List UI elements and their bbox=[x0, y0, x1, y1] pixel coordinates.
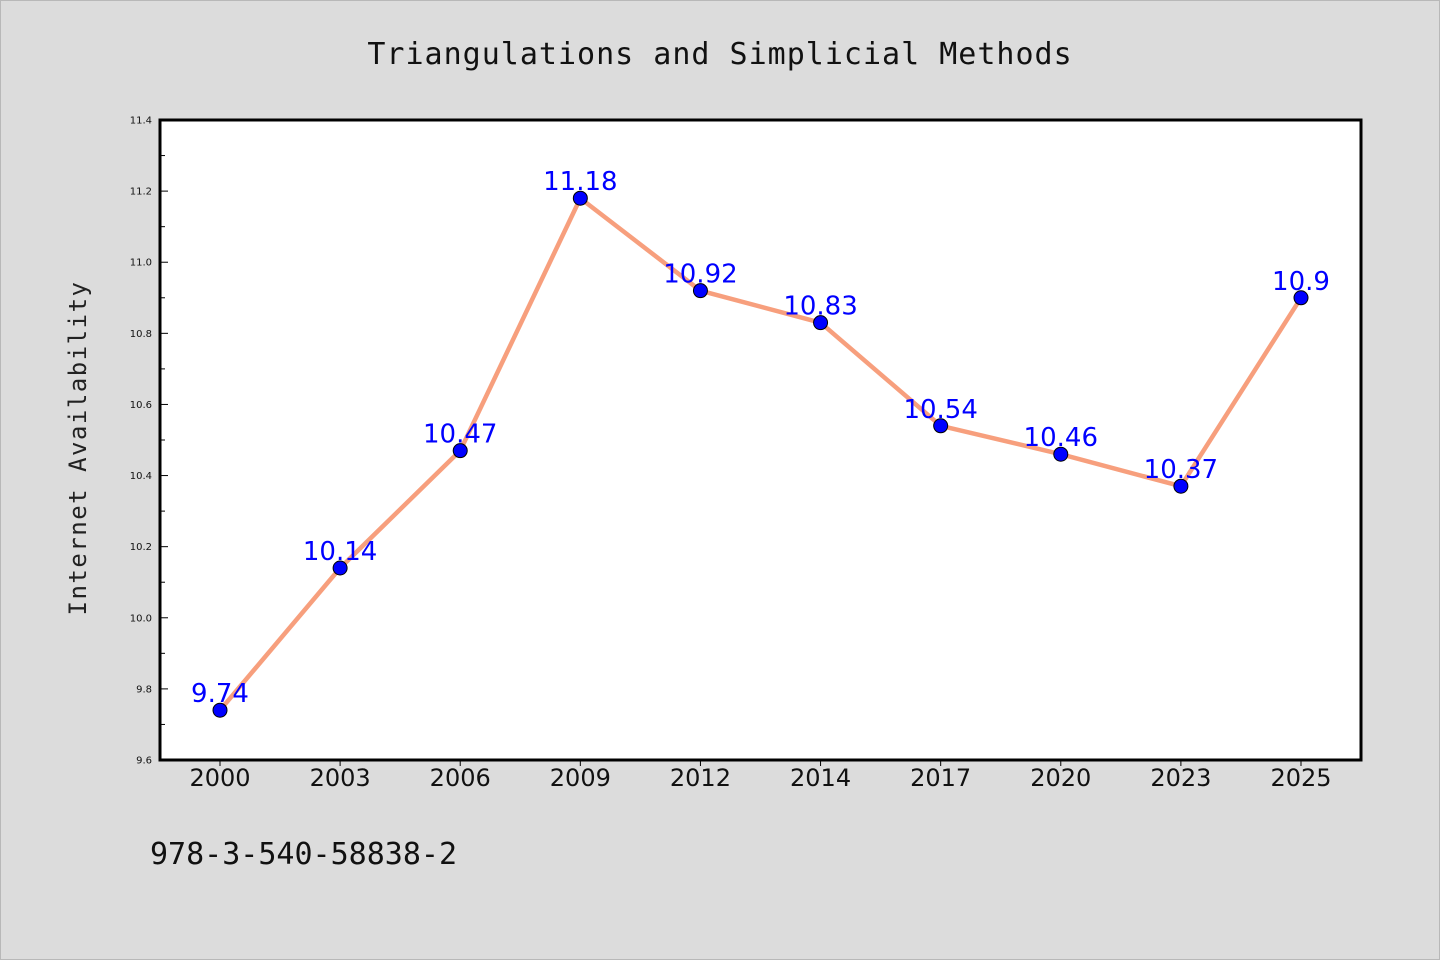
data-point-label: 11.18 bbox=[543, 167, 617, 197]
series-line bbox=[217, 195, 1304, 713]
x-tick-label: 2009 bbox=[550, 764, 611, 792]
data-point-marker bbox=[813, 315, 829, 331]
x-tick-label: 2003 bbox=[310, 764, 371, 792]
x-axis: 2000 2003 2006 2009 2012 2014 2017 2020 2023 2025 bbox=[189, 760, 1332, 792]
data-point-label: 10.83 bbox=[783, 292, 857, 322]
y-axis-label: Internet Availability bbox=[64, 281, 92, 616]
data-point-label: 10.37 bbox=[1144, 455, 1218, 485]
data-point-label: 10.47 bbox=[423, 420, 497, 450]
data-point-label: 9.74 bbox=[191, 679, 249, 709]
x-tick-label: 2017 bbox=[910, 764, 971, 792]
x-tick-label: 2023 bbox=[1150, 764, 1211, 792]
y-tick-label: 10.4 bbox=[130, 471, 152, 482]
data-point-label: 10.54 bbox=[903, 395, 977, 425]
x-tick-label: 2025 bbox=[1270, 764, 1331, 792]
data-labels-group: 9.74 10.14 10.47 11.18 10.92 10.83 10.54 10.46 1… bbox=[191, 167, 1330, 709]
data-point-label: 10.92 bbox=[663, 260, 737, 290]
y-tick-label: 11.2 bbox=[130, 187, 152, 198]
series-line-group bbox=[217, 195, 1304, 713]
y-tick-label: 10.0 bbox=[130, 613, 152, 624]
data-point-marker bbox=[692, 283, 708, 299]
x-tick-label: 2014 bbox=[790, 764, 851, 792]
data-point-label: 10.14 bbox=[303, 537, 377, 567]
data-point-marker bbox=[452, 443, 468, 459]
y-tick-label: 11.4 bbox=[130, 116, 152, 127]
y-tick-label: 9.6 bbox=[136, 756, 152, 767]
plot-border bbox=[158, 118, 1363, 762]
data-point-marker bbox=[933, 418, 949, 434]
chart-title: Triangulations and Simplicial Methods bbox=[367, 37, 1072, 72]
x-tick-label: 2020 bbox=[1030, 764, 1091, 792]
y-tick-label: 10.2 bbox=[130, 542, 152, 553]
data-point-marker bbox=[1173, 478, 1189, 494]
y-tick-label: 10.8 bbox=[130, 329, 152, 340]
x-tick-label: 2000 bbox=[189, 764, 250, 792]
y-tick-label: 11.0 bbox=[130, 258, 152, 269]
plot-area bbox=[160, 120, 1361, 760]
series-markers-group bbox=[212, 190, 1309, 718]
data-point-marker bbox=[572, 190, 588, 206]
data-point-label: 10.9 bbox=[1272, 267, 1330, 297]
data-point-marker bbox=[332, 560, 348, 576]
data-point-marker bbox=[1053, 446, 1069, 462]
x-tick-label: 2012 bbox=[670, 764, 731, 792]
x-tick-label: 2006 bbox=[430, 764, 491, 792]
data-point-label: 10.46 bbox=[1024, 423, 1098, 453]
y-tick-label: 9.8 bbox=[136, 684, 152, 695]
footnote-isbn: 978-3-540-58838-2 bbox=[150, 837, 457, 872]
data-point-marker bbox=[1293, 290, 1309, 306]
y-tick-label: 10.6 bbox=[130, 400, 152, 411]
data-point-marker bbox=[212, 702, 228, 718]
